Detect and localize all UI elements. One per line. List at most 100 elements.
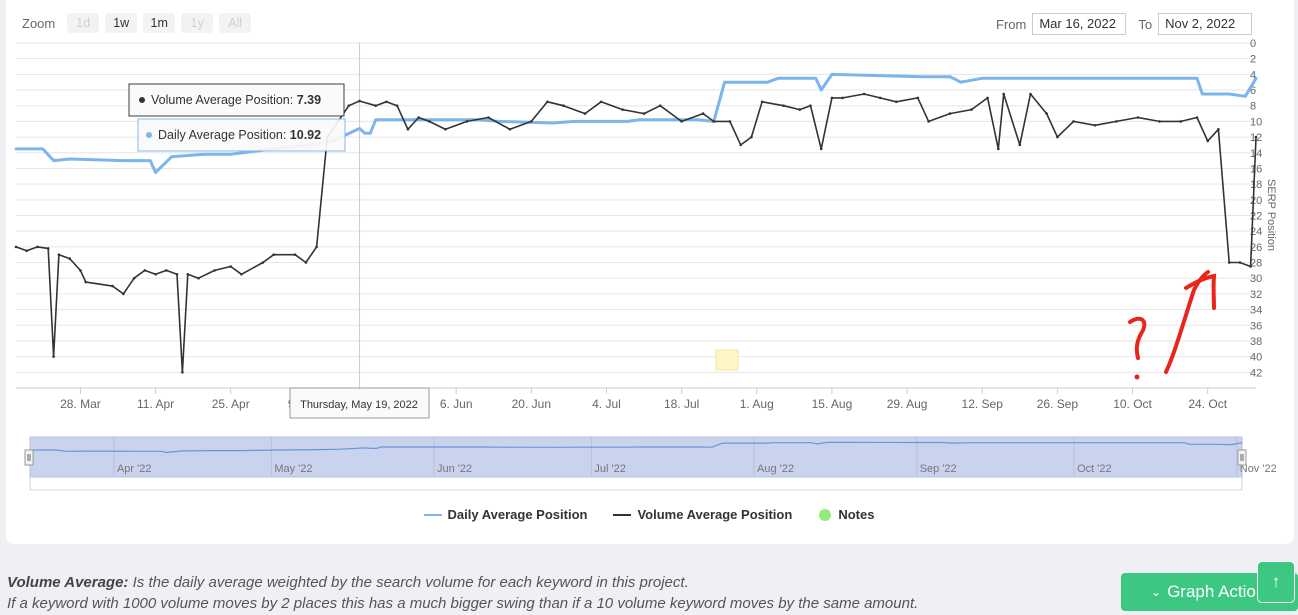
volume-average-point bbox=[750, 135, 753, 139]
volume-average-point bbox=[46, 247, 50, 250]
volume-average-point bbox=[970, 108, 973, 111]
x-tick-label: 6. Jun bbox=[440, 397, 473, 411]
volume-average-point bbox=[948, 112, 952, 115]
legend-daily-label: Daily Average Position bbox=[447, 507, 588, 522]
y-tick-label: 42 bbox=[1250, 367, 1262, 379]
scroll-to-top-button[interactable]: ↑ bbox=[1258, 562, 1294, 602]
daily-average-point bbox=[1254, 76, 1258, 80]
x-tick-label: 29. Aug bbox=[887, 397, 928, 411]
volume-average-point bbox=[84, 280, 88, 284]
zoom-1y-button[interactable]: 1y bbox=[181, 13, 214, 33]
navigator-label: Nov '22 bbox=[1240, 463, 1277, 475]
volume-average-point bbox=[79, 269, 82, 272]
footer-note: Volume Average: Is the daily average wei… bbox=[7, 572, 918, 614]
volume-average-point bbox=[240, 273, 243, 276]
zoom-1w-button[interactable]: 1w bbox=[105, 13, 138, 33]
volume-average-point bbox=[927, 120, 930, 123]
legend-volume-label: Volume Average Position bbox=[637, 507, 793, 522]
daily-average-point bbox=[374, 118, 378, 122]
volume-average-point bbox=[358, 99, 361, 103]
y-axis-ticks: 024681012141618202224262830323436384042 bbox=[1250, 38, 1262, 379]
daily-average-point bbox=[921, 75, 925, 79]
legend-volume-average[interactable]: Volume Average Position bbox=[613, 507, 792, 522]
y-tick-label: 20 bbox=[1250, 195, 1262, 207]
volume-average-point bbox=[385, 100, 388, 104]
daily-average-point bbox=[948, 75, 952, 79]
volume-average-point bbox=[599, 100, 603, 104]
zoom-controls: Zoom 1d 1w 1m 1y All bbox=[22, 13, 252, 33]
daily-average-point bbox=[1200, 92, 1204, 96]
volume-average-point bbox=[1254, 135, 1258, 139]
daily-average-point bbox=[1227, 92, 1231, 96]
circle-marker-icon bbox=[819, 508, 832, 521]
volume-average-point bbox=[1093, 124, 1097, 127]
daily-average-line bbox=[16, 72, 1258, 174]
navigator-label: May '22 bbox=[274, 463, 312, 475]
volume-average-point bbox=[487, 116, 490, 119]
grid-lines bbox=[16, 42, 1256, 389]
navigator-label: Apr '22 bbox=[117, 463, 152, 475]
y-tick-label: 6 bbox=[1250, 85, 1256, 97]
y-tick-label: 28 bbox=[1250, 258, 1262, 270]
series-lines bbox=[14, 72, 1258, 374]
volume-average-point bbox=[428, 120, 431, 123]
volume-average-point bbox=[760, 100, 764, 104]
line-marker-icon bbox=[613, 513, 632, 516]
to-label: To bbox=[1138, 16, 1153, 32]
volume-average-point bbox=[546, 100, 549, 104]
graph-actions-label: Graph Actions bbox=[1167, 582, 1274, 601]
volume-average-point bbox=[658, 104, 662, 107]
volume-average-point bbox=[229, 265, 232, 268]
navigator-label: Jun '22 bbox=[437, 463, 472, 475]
svg-text:Volume Average Position: 7.39: Volume Average Position: 7.39 bbox=[151, 93, 321, 107]
daily-average-point bbox=[368, 131, 372, 135]
daily-average-point bbox=[52, 159, 55, 163]
volume-average-point bbox=[52, 355, 55, 358]
note-flag[interactable] bbox=[715, 349, 739, 371]
daily-average-point bbox=[358, 127, 361, 130]
x-tick-label: 20. Jun bbox=[512, 397, 551, 411]
legend-daily-average[interactable]: Daily Average Position bbox=[423, 507, 588, 522]
volume-average-point bbox=[395, 104, 399, 107]
volume-average-point bbox=[916, 96, 920, 100]
volume-average-point bbox=[465, 120, 469, 123]
navigator-label: Oct '22 bbox=[1077, 463, 1112, 475]
y-tick-label: 36 bbox=[1250, 320, 1262, 332]
volume-average-point bbox=[165, 269, 168, 272]
daily-average-point bbox=[363, 131, 367, 135]
x-tick-label: 25. Apr bbox=[212, 397, 250, 411]
to-date-input[interactable]: Nov 2, 2022 bbox=[1158, 13, 1253, 35]
serp-position-chart[interactable]: 024681012141618202224262830323436384042 … bbox=[0, 0, 1298, 500]
navigator-left-handle[interactable] bbox=[24, 449, 34, 466]
volume-average-point bbox=[272, 253, 276, 256]
y-tick-label: 10 bbox=[1250, 116, 1262, 128]
zoom-all-button[interactable]: All bbox=[219, 13, 252, 33]
y-tick-label: 0 bbox=[1250, 38, 1256, 50]
navigator[interactable]: Apr '22 May '22 Jun '22 Jul '22 Aug '22 Sep '… bbox=[24, 436, 1277, 491]
y-tick-label: 2 bbox=[1250, 54, 1256, 66]
daily-average-point bbox=[551, 121, 555, 125]
red-annotation bbox=[1128, 270, 1217, 380]
volume-average-point bbox=[819, 147, 823, 151]
volume-average-point bbox=[1179, 120, 1183, 123]
volume-average-point bbox=[782, 104, 785, 107]
tooltip-volume-label: Volume Average Position: bbox=[151, 93, 297, 107]
volume-average-point bbox=[57, 253, 61, 256]
navigator-right-handle[interactable] bbox=[1237, 449, 1247, 466]
volume-average-point bbox=[728, 120, 732, 123]
volume-average-point bbox=[809, 104, 812, 107]
chart-tooltip: Daily Average Position: 10.92 Volume Ave… bbox=[128, 83, 430, 419]
volume-average-point bbox=[739, 143, 742, 147]
daily-average-point bbox=[122, 159, 125, 163]
daily-average-point bbox=[980, 76, 984, 80]
legend-notes[interactable]: Notes bbox=[818, 507, 874, 522]
zoom-1m-button[interactable]: 1m bbox=[143, 13, 176, 33]
x-tick-label: 15. Aug bbox=[812, 397, 853, 411]
from-date-input[interactable]: Mar 16, 2022 bbox=[1032, 13, 1127, 35]
zoom-1d-button[interactable]: 1d bbox=[67, 13, 100, 33]
volume-average-point bbox=[25, 249, 29, 253]
volume-average-point bbox=[1029, 92, 1032, 96]
navigator-label: Aug '22 bbox=[757, 463, 794, 475]
y-tick-label: 32 bbox=[1250, 289, 1262, 301]
daily-average-point bbox=[68, 157, 72, 161]
